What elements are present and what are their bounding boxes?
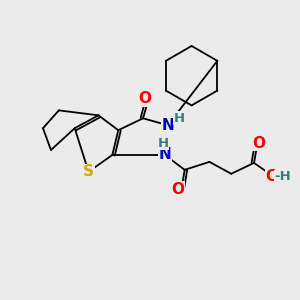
Text: O: O — [171, 182, 184, 197]
Text: O: O — [253, 136, 266, 151]
Text: -H: -H — [274, 170, 291, 183]
Text: H: H — [174, 112, 185, 125]
Text: O: O — [266, 169, 278, 184]
Text: S: S — [83, 164, 94, 179]
Text: O: O — [139, 91, 152, 106]
Text: N: N — [161, 118, 174, 133]
Text: H: H — [157, 136, 168, 150]
Text: N: N — [158, 148, 171, 163]
